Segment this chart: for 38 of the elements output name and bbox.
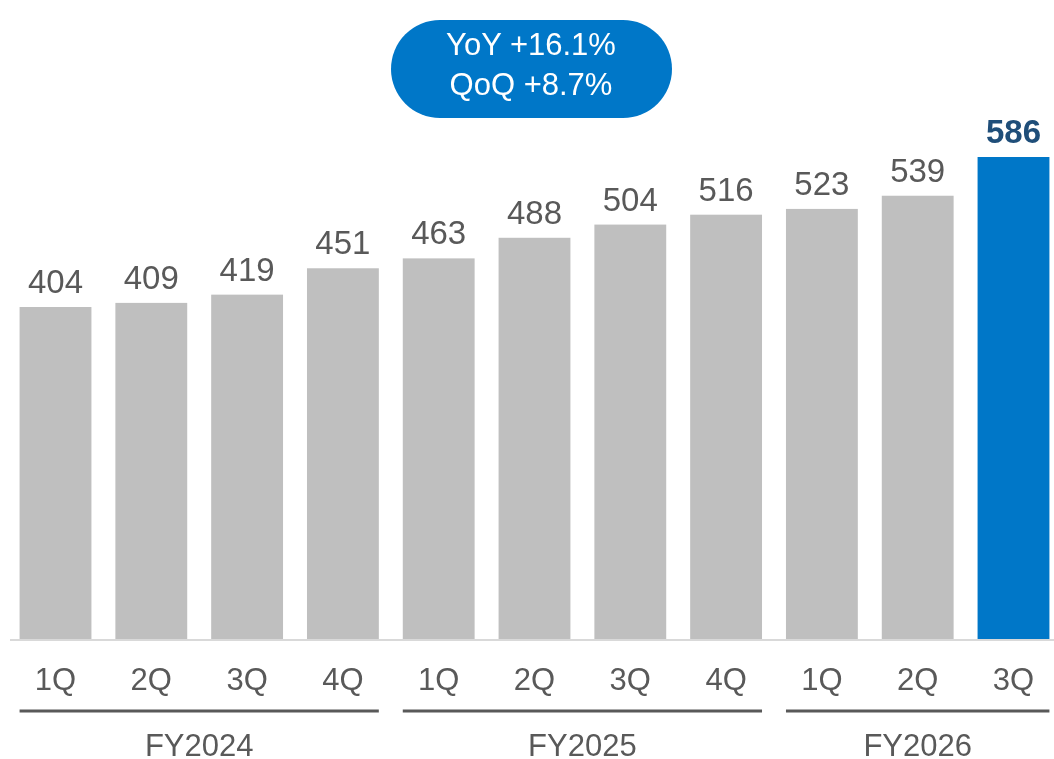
bar	[19, 307, 92, 640]
bar	[690, 214, 763, 640]
data-label: 488	[506, 193, 563, 231]
data-label: 419	[219, 250, 275, 288]
bar	[785, 208, 858, 640]
x-tick-label: 1Q	[801, 662, 843, 697]
bar	[115, 302, 188, 640]
x-tick-label: 4Q	[322, 662, 364, 697]
bar	[594, 224, 667, 640]
bar	[977, 157, 1050, 640]
x-tick-label: 4Q	[705, 662, 747, 697]
data-label: 463	[411, 214, 467, 252]
bar	[881, 195, 954, 640]
data-label: 523	[794, 164, 850, 202]
text: QoQ +8.7%	[449, 67, 613, 102]
x-tick-label: 3Q	[609, 662, 651, 697]
x-tick-label: 3Q	[992, 662, 1035, 697]
data-label: 516	[698, 170, 754, 208]
data-label: 504	[602, 180, 658, 218]
text: FY2024	[144, 728, 254, 759]
text: YoY +16.1%	[446, 27, 616, 62]
x-tick-label: 1Q	[418, 662, 460, 697]
bar	[498, 237, 571, 640]
bar	[306, 268, 379, 640]
text: FY2025	[528, 728, 637, 759]
x-tick-label: 2Q	[513, 662, 556, 697]
x-tick-label: 1Q	[34, 662, 77, 697]
x-tick-label: 2Q	[130, 662, 172, 697]
bar	[211, 294, 284, 640]
data-label: 409	[123, 258, 179, 296]
data-label: 539	[890, 151, 946, 189]
data-label: 586	[985, 113, 1042, 150]
bar	[402, 258, 475, 640]
x-tick-label: 3Q	[226, 662, 268, 697]
data-label: 404	[27, 263, 84, 301]
text: FY2026	[863, 728, 972, 759]
data-label: 451	[315, 224, 371, 262]
x-tick-label: 2Q	[897, 662, 939, 697]
